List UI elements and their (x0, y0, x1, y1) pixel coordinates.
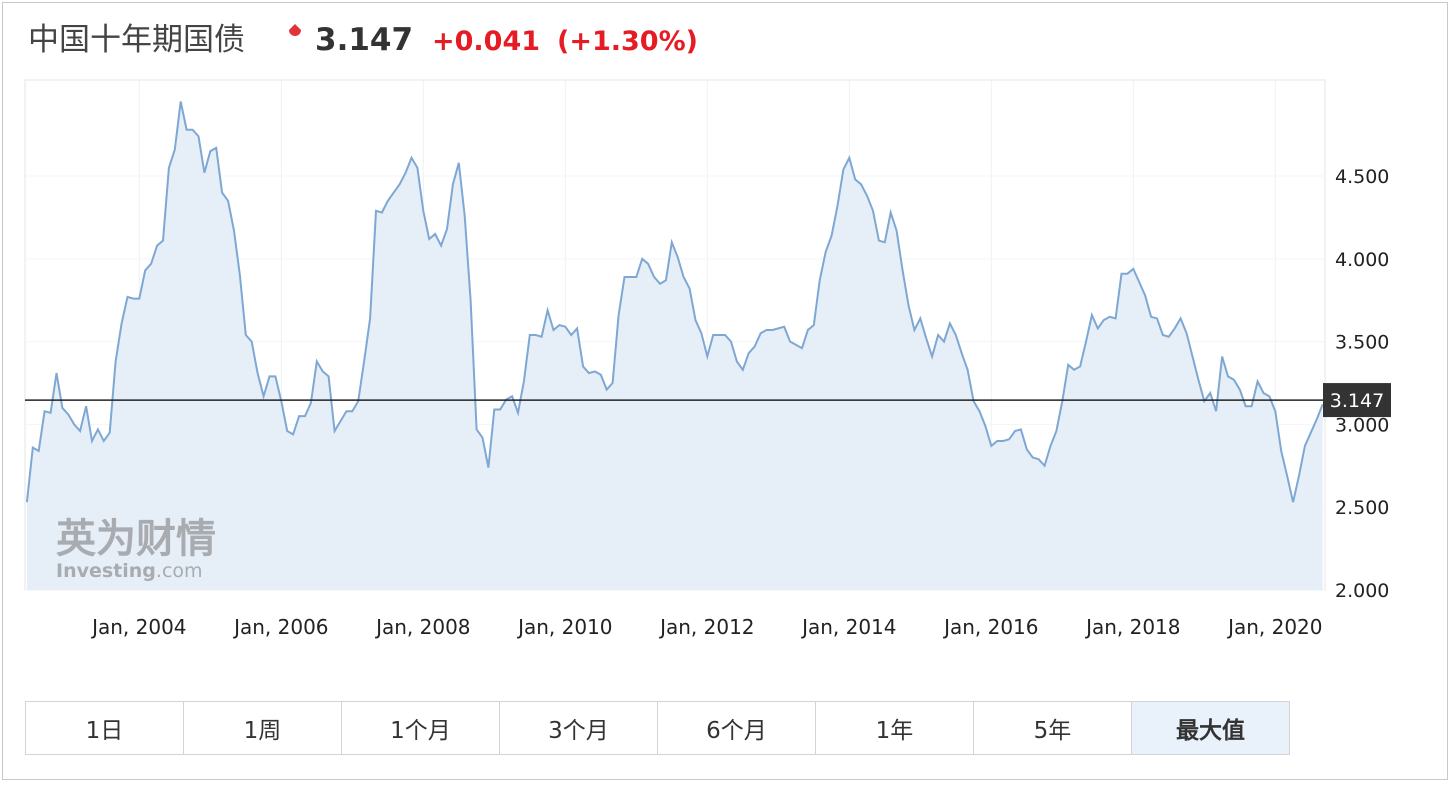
x-tick-label: Jan, 2012 (658, 615, 754, 639)
x-tick-label: Jan, 2016 (942, 615, 1038, 639)
up-icon (289, 24, 301, 36)
chart: 中国十年期国债 3.147 +0.041 (+1.30%) Jan, 2004 J… (24, 22, 1391, 639)
reference-tag (1323, 383, 1391, 418)
y-tick-label: 3.500 (1335, 332, 1389, 354)
y-tick-label: 2.000 (1335, 580, 1389, 602)
line (25, 101, 1324, 503)
x-tick-label: Jan, 2006 (232, 615, 328, 639)
range-button[interactable]: 1周 (184, 702, 342, 754)
x-tick-label: Jan, 2014 (800, 615, 896, 639)
watermark: 英为财情 Investing.com (56, 516, 216, 582)
range-buttons: 1日 1周 1个月 3个月 6个月 1年 5年 最大值 (25, 701, 1290, 755)
range-button[interactable]: 3个月 (500, 702, 658, 754)
watermark-en: Investing.com (56, 560, 203, 582)
title: 中国十年期国债 (28, 22, 245, 58)
y-tick-label: 4.500 (1335, 166, 1389, 188)
area (26, 101, 1323, 590)
y-tick-label: 3.000 (1335, 414, 1389, 436)
y-tick-label: 2.500 (1335, 497, 1389, 519)
range-button[interactable]: 最大值 (1132, 702, 1289, 754)
x-tick-label: Jan, 2020 (1226, 615, 1322, 639)
y-tick-label: 4.000 (1335, 249, 1389, 271)
change: +0.041 (432, 26, 540, 57)
range-button[interactable]: 1日 (26, 702, 184, 754)
watermark-cn: 英为财情 (56, 516, 216, 562)
range-button[interactable]: 6个月 (658, 702, 816, 754)
x-tick-label: Jan, 2010 (516, 615, 612, 639)
price: 3.147 (315, 22, 413, 58)
x-tick-label: Jan, 2004 (90, 615, 186, 639)
range-button[interactable]: 5年 (974, 702, 1132, 754)
x-tick-label: Jan, 2018 (1084, 615, 1180, 639)
reference-label: 3.147 (1330, 390, 1384, 412)
range-button[interactable]: 1个月 (342, 702, 500, 754)
change-percent: (+1.30%) (557, 26, 698, 57)
x-tick-label: Jan, 2008 (374, 615, 470, 639)
range-button[interactable]: 1年 (816, 702, 974, 754)
